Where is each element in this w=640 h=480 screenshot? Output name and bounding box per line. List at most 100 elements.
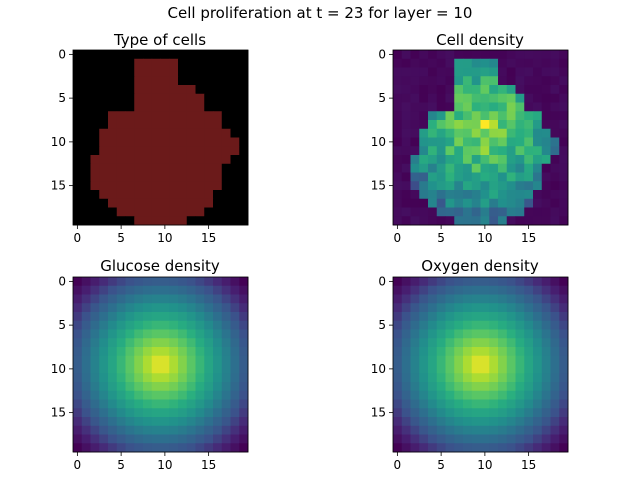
heatmap-cell (445, 198, 455, 208)
heatmap-cell (169, 294, 179, 304)
heatmap-cell (99, 320, 109, 330)
heatmap-cell (393, 390, 403, 400)
heatmap-cell (116, 408, 126, 418)
heatmap-cell (533, 76, 543, 86)
heatmap-cell (169, 137, 179, 147)
heatmap-cell (239, 277, 249, 287)
heatmap-cell (541, 111, 551, 121)
heatmap-cell (151, 355, 161, 365)
heatmap-cell (498, 425, 508, 435)
heatmap-cell (108, 399, 118, 409)
heatmap-cell (204, 364, 214, 374)
heatmap-cell (108, 120, 118, 130)
heatmap-cell (178, 137, 188, 147)
heatmap-cell (81, 382, 91, 392)
x-tick-label: 0 (74, 231, 82, 245)
heatmap-cell (239, 172, 249, 182)
heatmap-cell (230, 390, 240, 400)
heatmap-cell (108, 390, 118, 400)
heatmap-cell (533, 128, 543, 138)
heatmap-cell (143, 207, 153, 217)
heatmap-cell (401, 50, 411, 60)
heatmap-cell (169, 102, 179, 112)
panel-title-type-of-cells: Type of cells (113, 31, 206, 49)
heatmap-cell (195, 320, 205, 330)
heatmap-cell (134, 320, 144, 330)
heatmap-cell (186, 102, 196, 112)
heatmap-cell (134, 303, 144, 313)
heatmap-cell (213, 190, 223, 200)
heatmap-cell (541, 382, 551, 392)
heatmap-cell (419, 294, 429, 304)
heatmap-cell (125, 85, 135, 95)
heatmap-cell (108, 425, 118, 435)
heatmap-cell (230, 408, 240, 418)
heatmap-cell (550, 417, 560, 427)
heatmap-cell (393, 198, 403, 208)
heatmap-cell (221, 207, 231, 217)
heatmap-cell (178, 146, 188, 156)
heatmap-cell (524, 163, 534, 173)
heatmap-cell (533, 347, 543, 357)
heatmap-cell (445, 434, 455, 444)
heatmap-cell (169, 163, 179, 173)
heatmap-cell (401, 312, 411, 322)
heatmap-cell (550, 146, 560, 156)
heatmap-cell (428, 373, 438, 383)
y-tick-label: 15 (371, 179, 386, 193)
heatmap-cell (524, 190, 534, 200)
heatmap-cell (463, 443, 473, 453)
heatmap-cell (506, 408, 516, 418)
heatmap-cell (506, 425, 516, 435)
heatmap-cell (471, 190, 481, 200)
heatmap-cell (108, 207, 118, 217)
heatmap-cell (533, 417, 543, 427)
heatmap-cell (436, 67, 446, 77)
heatmap-cell (401, 76, 411, 86)
heatmap-cell (81, 181, 91, 191)
heatmap-cell (125, 390, 135, 400)
heatmap-cell (559, 408, 569, 418)
heatmap-cell (230, 120, 240, 130)
heatmap-cell (515, 408, 525, 418)
heatmap-cell (393, 216, 403, 226)
x-tick-label: 15 (521, 231, 536, 245)
heatmap-cell (116, 338, 126, 348)
heatmap-cell (116, 434, 126, 444)
heatmap-cell (125, 294, 135, 304)
heatmap-cell (463, 399, 473, 409)
heatmap-cell (143, 50, 153, 60)
heatmap-cell (116, 172, 126, 182)
heatmap-cell (143, 303, 153, 313)
heatmap-cell (515, 277, 525, 287)
heatmap-cell (195, 312, 205, 322)
heatmap-cell (169, 85, 179, 95)
heatmap-cell (419, 163, 429, 173)
heatmap-cell (134, 382, 144, 392)
heatmap-cell (428, 181, 438, 191)
heatmap-cell (533, 408, 543, 418)
heatmap-cell (213, 146, 223, 156)
heatmap-cell (81, 399, 91, 409)
heatmap-cell (186, 137, 196, 147)
heatmap-cell (134, 373, 144, 383)
heatmap-cell (134, 434, 144, 444)
heatmap-cell (515, 181, 525, 191)
heatmap-cell (125, 425, 135, 435)
heatmap-cell (204, 294, 214, 304)
heatmap-cell (169, 399, 179, 409)
heatmap-cell (498, 172, 508, 182)
heatmap-cell (239, 146, 249, 156)
heatmap-cell (169, 417, 179, 427)
heatmap-cell (178, 443, 188, 453)
heatmap-cell (489, 408, 499, 418)
heatmap-cell (81, 198, 91, 208)
heatmap-cell (559, 443, 569, 453)
heatmap-cell (195, 76, 205, 86)
heatmap-cell (454, 434, 464, 444)
heatmap-cell (419, 382, 429, 392)
heatmap-cell (550, 285, 560, 295)
heatmap-cell (239, 355, 249, 365)
heatmap-cell (213, 382, 223, 392)
heatmap-cell (151, 434, 161, 444)
